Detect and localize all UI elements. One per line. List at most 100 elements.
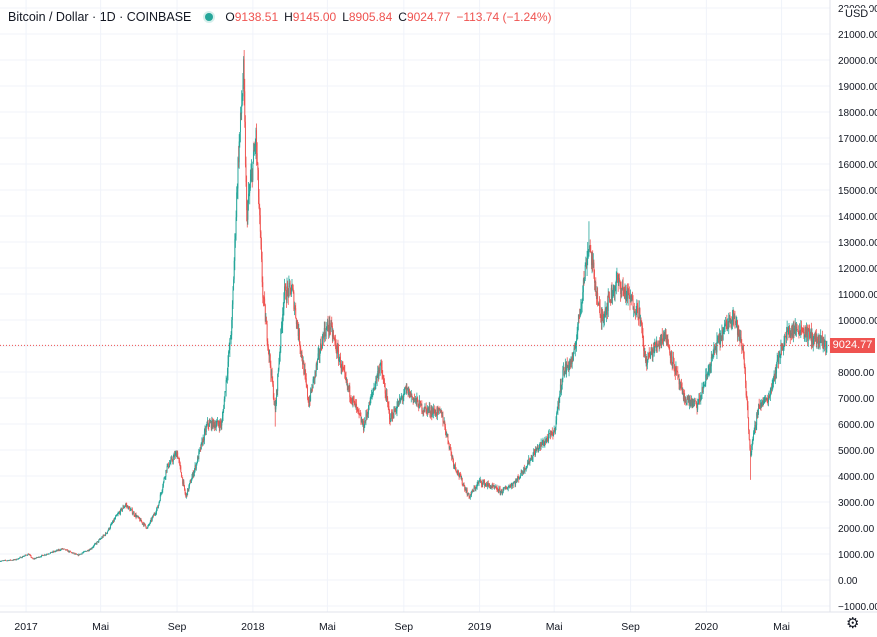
- candle: [605, 306, 607, 323]
- candle: [2, 560, 4, 562]
- candle: [382, 370, 384, 379]
- candle: [0, 560, 2, 562]
- candle: [686, 395, 688, 406]
- candle: [119, 510, 121, 516]
- candle: [269, 353, 271, 368]
- symbol-title[interactable]: Bitcoin / Dollar · 1D · COINBASE: [8, 10, 192, 24]
- candle: [358, 409, 359, 415]
- candle: [477, 481, 479, 485]
- candle: [476, 484, 477, 489]
- candle: [1, 560, 3, 562]
- candle: [399, 394, 400, 405]
- gear-icon[interactable]: ⚙: [846, 615, 860, 632]
- candle: [593, 259, 595, 279]
- candle: [705, 368, 707, 387]
- candle: [20, 556, 22, 558]
- candle: [385, 390, 387, 401]
- candle: [313, 376, 315, 385]
- candle: [636, 299, 638, 318]
- candle: [93, 544, 95, 548]
- candle: [98, 538, 100, 541]
- candle: [751, 439, 753, 450]
- candle: [285, 283, 287, 300]
- candle: [366, 411, 368, 420]
- candle: [668, 339, 669, 348]
- candle: [713, 344, 715, 356]
- candle: [630, 289, 632, 303]
- candle: [571, 352, 573, 369]
- candle: [208, 418, 210, 427]
- currency-label[interactable]: USD: [843, 8, 871, 20]
- candle: [116, 513, 118, 516]
- candle: [311, 383, 313, 394]
- candle: [381, 360, 383, 380]
- market-status-icon: [205, 13, 214, 21]
- candle: [750, 450, 752, 458]
- candle: [661, 328, 663, 346]
- candle: [196, 461, 198, 466]
- candle: [797, 325, 799, 335]
- candle: [240, 112, 242, 121]
- candle: [205, 424, 207, 436]
- candle: [466, 487, 468, 494]
- candle: [682, 388, 684, 401]
- candle: [579, 308, 581, 319]
- candle: [714, 345, 716, 354]
- candle: [586, 258, 587, 270]
- y-tick-label: 16000.00: [838, 160, 877, 171]
- candle: [491, 483, 493, 490]
- candle: [121, 508, 123, 512]
- candle: [304, 362, 306, 380]
- candle: [543, 441, 545, 447]
- candle: [301, 349, 303, 362]
- candle: [296, 319, 298, 330]
- candle: [658, 340, 659, 347]
- candle: [451, 451, 453, 461]
- candle: [638, 300, 640, 319]
- candle: [339, 354, 341, 366]
- candle: [72, 552, 74, 554]
- candle: [565, 361, 567, 375]
- candle: [243, 50, 245, 106]
- candle: [156, 506, 158, 512]
- candle: [503, 487, 505, 491]
- candle: [17, 558, 19, 560]
- price-axis[interactable]: [830, 0, 877, 612]
- candle: [38, 556, 40, 558]
- candle: [564, 370, 566, 378]
- candle: [410, 390, 412, 398]
- candle: [289, 278, 290, 288]
- candle: [504, 486, 506, 490]
- candle: [622, 277, 624, 296]
- time-axis[interactable]: [0, 612, 830, 637]
- candle: [264, 291, 266, 307]
- candle: [549, 433, 551, 435]
- candle: [221, 411, 223, 423]
- candle: [396, 401, 398, 417]
- candle: [0, 560, 2, 562]
- candle: [45, 554, 47, 556]
- candle: [490, 485, 492, 489]
- candle: [315, 362, 317, 377]
- candle: [121, 508, 123, 512]
- candle: [458, 473, 460, 480]
- candle: [618, 273, 620, 283]
- candle: [826, 340, 828, 353]
- candle: [225, 375, 227, 397]
- candle: [751, 443, 753, 456]
- candle: [474, 485, 476, 491]
- candle: [312, 376, 314, 389]
- candle: [615, 271, 617, 295]
- candle: [290, 284, 292, 298]
- candle: [669, 346, 671, 356]
- close-value: 9024.77: [406, 10, 451, 24]
- candle: [134, 514, 136, 517]
- candle: [528, 457, 530, 465]
- candle: [797, 328, 799, 333]
- candle: [677, 374, 679, 378]
- candle: [627, 288, 629, 306]
- candle: [691, 397, 693, 409]
- candle: [298, 327, 300, 346]
- candle: [507, 485, 509, 492]
